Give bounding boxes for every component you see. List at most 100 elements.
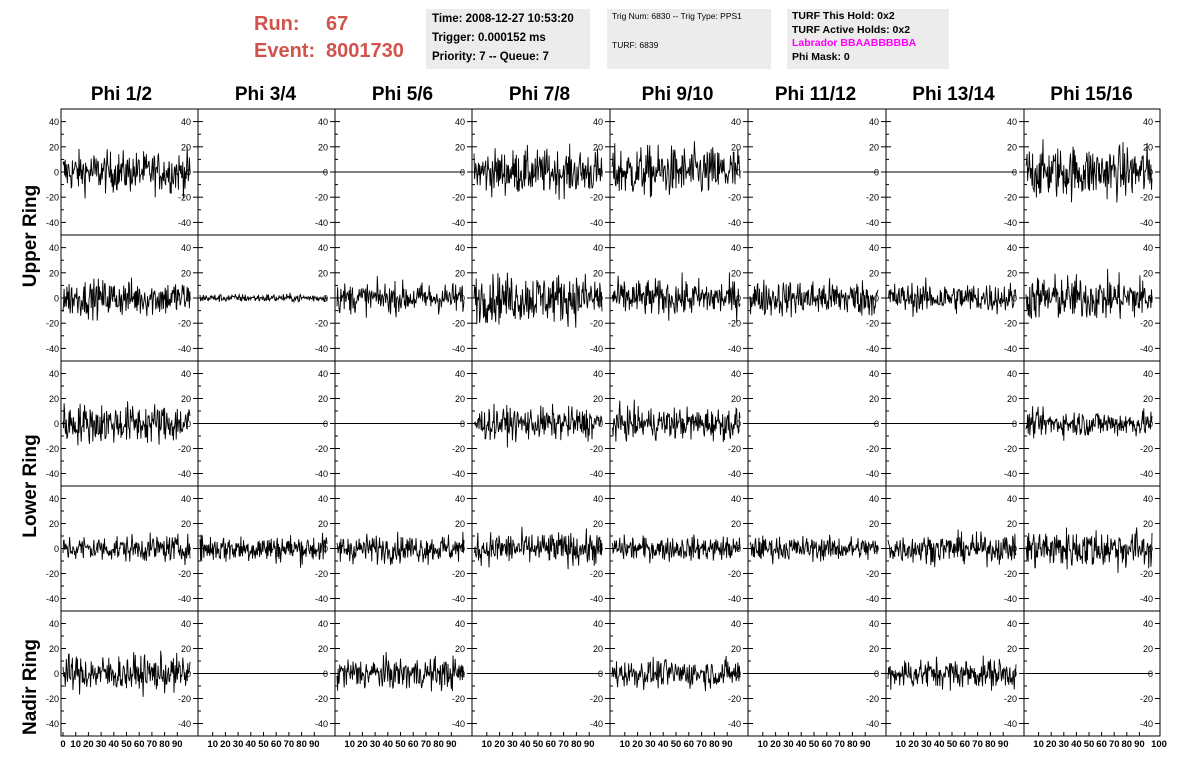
x-tick-label: 60: [134, 739, 145, 750]
panel-r1-c1-ytick-label: -40: [178, 218, 191, 228]
panel-r2-c1-ytick-label: -20: [178, 319, 191, 329]
panel-r1-c6-ytick-label: -40: [866, 218, 879, 228]
panel-r4-c1-ytick-label-left: -20: [46, 569, 59, 579]
x-tick-label: 10: [620, 739, 631, 750]
x-tick-label: 20: [220, 739, 231, 750]
panel-r2-c7-ytick-label: -40: [1004, 344, 1017, 354]
panel-r1-c2-ytick-label: 0: [323, 168, 328, 178]
panel-r3-c5-ytick-label: 40: [731, 369, 741, 379]
panel-r3-c6-ytick-label: 40: [869, 369, 879, 379]
panel-r5-c1-ytick-label-left: -40: [46, 719, 59, 729]
panel-r2-c2-ytick-label: -20: [315, 319, 328, 329]
panel-r2-c1-ytick-label: 40: [181, 243, 191, 253]
panel-r4-c1-ytick-label-left: -40: [46, 594, 59, 604]
column-header-phi-9-10: Phi 9/10: [641, 84, 714, 105]
x-tick-label: 70: [558, 739, 569, 750]
x-tick-label: 30: [921, 739, 932, 750]
panel-r1-c6-ytick-label: 0: [874, 168, 879, 178]
panel-r5-c7-ytick-label: 20: [1007, 644, 1017, 654]
panel-r2-c6-ytick-label: 40: [869, 243, 879, 253]
panel-r5-c3-ytick-label: -40: [452, 719, 465, 729]
panel-r1-c3-ytick-label: 40: [455, 117, 465, 127]
panel-r3-c2-ytick-label: 0: [323, 419, 328, 429]
panel-r4-c2-ytick-label: 40: [318, 494, 328, 504]
panel-r4-c6-ytick-label: -20: [866, 569, 879, 579]
panel-r3-c1-ytick-label: 20: [181, 394, 191, 404]
panel-r3-c7-ytick-label: 0: [1012, 419, 1017, 429]
panel-r2-c3-frame: [334, 234, 473, 362]
x-tick-label: 20: [632, 739, 643, 750]
x-tick-label: 70: [696, 739, 707, 750]
panel-r2-c4-ytick-label: 40: [593, 243, 603, 253]
x-tick-label: 40: [520, 739, 531, 750]
x-tick-label: 50: [258, 739, 269, 750]
panel-r3-c5-ytick-label: 20: [731, 394, 741, 404]
x-tick-label-last: 100: [1151, 739, 1167, 750]
x-tick-label: 50: [671, 739, 682, 750]
panel-r3-c1-ytick-label: -20: [178, 444, 191, 454]
panel-r5-c1-ytick-label-left: -20: [46, 694, 59, 704]
x-tick-label: 50: [121, 739, 132, 750]
panel-r5-c6-ytick-label: -40: [866, 719, 879, 729]
panel-r4-c5-ytick-label: -20: [728, 569, 741, 579]
panel-r1-c5-ytick-label: 0: [736, 168, 741, 178]
panel-r2-c5-ytick-label: -20: [728, 319, 741, 329]
panel-r3-c6-ytick-label: -20: [866, 444, 879, 454]
panel-r1-c1-waveform: [62, 147, 191, 199]
panel-r4-c7-ytick-label: -40: [1004, 594, 1017, 604]
panel-r1-c8-ytick-label: 20: [1143, 142, 1153, 152]
panel-r3-c8-ytick-label: 20: [1143, 394, 1153, 404]
panel-r3-c1-ytick-label-left: 40: [49, 369, 59, 379]
x-tick-label: 70: [421, 739, 432, 750]
panel-r3-c3-ytick-label: -20: [452, 444, 465, 454]
x-tick-label: 10: [344, 739, 355, 750]
column-header-phi-15-16: Phi 15/16: [1050, 84, 1133, 105]
panel-r5-c6-ytick-label: 20: [869, 644, 879, 654]
panel-r2-c2-ytick-label: 20: [318, 268, 328, 278]
column-header-phi-11-12: Phi 11/12: [774, 84, 857, 105]
x-tick-label: 40: [109, 739, 120, 750]
panel-r4-c7-ytick-label: 20: [1007, 519, 1017, 529]
panel-r3-c6-ytick-label: 0: [874, 419, 879, 429]
panel-r4-c5-waveform: [611, 534, 741, 564]
panel-r4-c4-ytick-label: -20: [590, 569, 603, 579]
panel-r2-c1-ytick-label: 20: [181, 268, 191, 278]
time-text: Time: 2008-12-27 10:53:20: [432, 13, 574, 25]
panel-r4-c4-waveform: [473, 526, 603, 570]
panel-r4-c8-ytick-label: -40: [1140, 594, 1153, 604]
x-tick-label: 80: [1122, 739, 1133, 750]
trig-info-box: Trig Num: 6830 -- Trig Type: PPS1 TURF: …: [607, 9, 771, 69]
panel-r5-c4-ytick-label: 0: [598, 669, 603, 679]
panel-r3-c2-ytick-label: -40: [315, 469, 328, 479]
panel-r3-c2-ytick-label: 20: [318, 394, 328, 404]
panel-r1-c1-ytick-label-left: 20: [49, 142, 59, 152]
x-tick-label: 20: [494, 739, 505, 750]
panel-r2-c1-ytick-label-left: 20: [49, 268, 59, 278]
x-tick-label: 80: [847, 739, 858, 750]
panel-r3-c1-ytick-label-left: 20: [49, 394, 59, 404]
panel-r1-c4-ytick-label: -20: [590, 193, 603, 203]
panel-r1-c5-ytick-label: 40: [731, 117, 741, 127]
panel-r1-c7-ytick-label: 40: [1007, 117, 1017, 127]
panel-r5-c6-ytick-label: 40: [869, 619, 879, 629]
x-tick-label: 20: [908, 739, 919, 750]
x-tick-label: 0: [60, 739, 65, 750]
x-tick-label: 20: [770, 739, 781, 750]
panel-r1-c1-ytick-label: 40: [181, 117, 191, 127]
panel-r2-c4-ytick-label: -20: [590, 319, 603, 329]
panel-r1-c3-ytick-label: 20: [455, 142, 465, 152]
x-tick-label: 80: [159, 739, 170, 750]
column-header-phi-7-8: Phi 7/8: [508, 84, 571, 105]
column-header-phi-1-2: Phi 1/2: [90, 84, 153, 105]
panel-r4-c8-ytick-label: 40: [1143, 494, 1153, 504]
panel-r1-c5-ytick-label: -20: [728, 193, 741, 203]
panel-r5-c2-ytick-label: -20: [315, 694, 328, 704]
panel-r3-c8-ytick-label: -40: [1140, 469, 1153, 479]
panel-r4-c3-ytick-label: -20: [452, 569, 465, 579]
panel-r4-c1-ytick-label: 20: [181, 519, 191, 529]
panel-r5-c1-ytick-label-left: 0: [54, 669, 59, 679]
x-tick-label: 30: [783, 739, 794, 750]
x-tick-label: 50: [809, 739, 820, 750]
x-tick-label: 50: [533, 739, 544, 750]
